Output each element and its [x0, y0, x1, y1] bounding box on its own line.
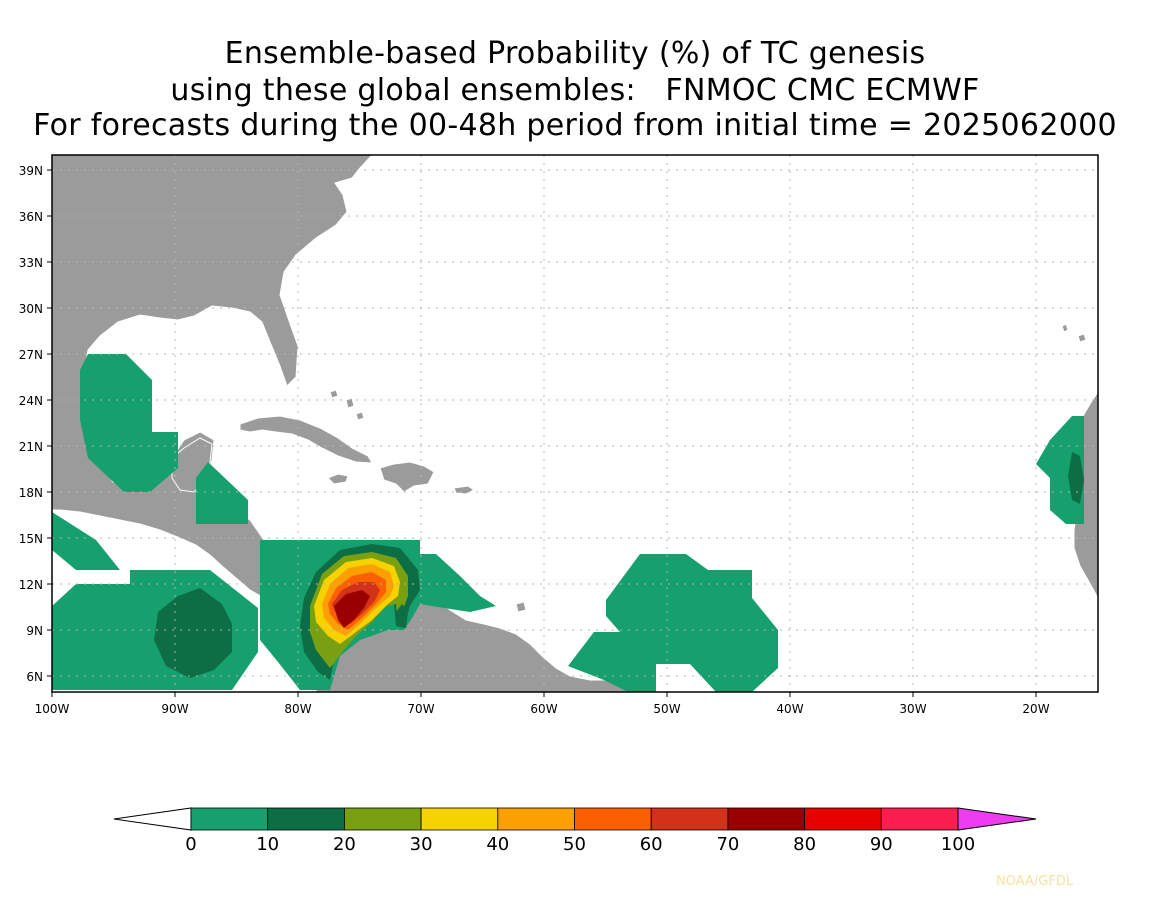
colorbar-swatch [727, 807, 806, 831]
contour-20-east-pacific [154, 588, 232, 678]
land-bahamas [329, 389, 365, 421]
colorbar-arrow-low [113, 807, 192, 831]
colorbar-label: 90 [870, 834, 893, 855]
lon-label: 90W [161, 702, 188, 716]
colorbar-swatch [880, 807, 959, 831]
colorbar-label: 20 [333, 834, 356, 855]
lat-label: 15N [19, 532, 43, 546]
land-puerto-rico [453, 485, 475, 495]
lon-labels: 100W 90W 80W 70W 60W 50W 40W 30W 20W [35, 702, 1050, 716]
colorbar-label: 50 [563, 834, 586, 855]
colorbar-arrow-high [957, 807, 1037, 831]
title-line-3: For forecasts during the 00-48h period f… [33, 108, 1117, 143]
lon-label: 80W [284, 702, 311, 716]
lat-label: 6N [26, 670, 43, 684]
colorbar-swatch [267, 807, 345, 831]
land-canaries [1061, 323, 1087, 343]
lat-label: 39N [19, 164, 43, 178]
lat-label: 36N [19, 210, 43, 224]
colorbar-label: 10 [256, 834, 279, 855]
colorbar-swatch [497, 807, 575, 831]
credit-text: NOAA/GFDL [996, 874, 1074, 889]
axis-ticks [47, 169, 1037, 697]
lat-label: 33N [19, 256, 43, 270]
contour-10-atlantic [568, 554, 778, 692]
lon-label: 60W [530, 702, 557, 716]
land-jamaica [327, 473, 349, 485]
colorbar-label: 80 [793, 834, 816, 855]
contour-20-africa [1068, 452, 1084, 504]
lat-label: 9N [26, 624, 43, 638]
lat-label: 12N [19, 578, 43, 592]
lon-label: 100W [35, 702, 70, 716]
lat-label: 18N [19, 486, 43, 500]
lat-label: 30N [19, 302, 43, 316]
lon-label: 20W [1022, 702, 1049, 716]
colorbar-label: 100 [941, 834, 975, 855]
land-cuba [239, 415, 373, 464]
contour-20-venezuela [396, 604, 408, 628]
lat-label: 24N [19, 394, 43, 408]
contour-10-gulf [80, 354, 178, 492]
contour-80-caribbean [334, 590, 370, 628]
lat-labels: 39N 36N 33N 30N 27N 24N 21N 18N 15N 12N … [19, 164, 43, 684]
colorbar-swatch [574, 807, 652, 831]
colorbar-label: 40 [486, 834, 509, 855]
lon-label: 70W [407, 702, 434, 716]
colorbar-label: 30 [410, 834, 433, 855]
land-hispaniola [379, 461, 435, 493]
colorbar-label: 0 [185, 834, 196, 855]
lon-label: 40W [776, 702, 803, 716]
colorbar-swatch [650, 807, 729, 831]
colorbar-swatch [804, 807, 882, 831]
colorbar-swatch [343, 807, 422, 831]
lat-label: 27N [19, 348, 43, 362]
map-area [52, 155, 1098, 692]
lon-label: 50W [653, 702, 680, 716]
plot-frame [51, 154, 1099, 693]
contour-10-pacific-west [52, 512, 120, 570]
colorbar-swatch [420, 807, 499, 831]
title-line-1: Ensemble-based Probability (%) of TC gen… [224, 36, 926, 71]
colorbar-swatch [190, 807, 269, 831]
colorbar: 0 10 20 30 40 50 60 70 80 90 100 [113, 807, 1037, 855]
lat-label: 21N [19, 440, 43, 454]
lon-label: 30W [899, 702, 926, 716]
colorbar-label: 70 [716, 834, 739, 855]
colorbar-label: 60 [640, 834, 663, 855]
land-trinidad [515, 601, 527, 613]
gridlines [52, 155, 1098, 692]
probability-contours [52, 354, 1084, 692]
contour-10-yucatan [196, 462, 248, 524]
title-line-2: using these global ensembles: FNMOC CMC … [170, 73, 980, 108]
